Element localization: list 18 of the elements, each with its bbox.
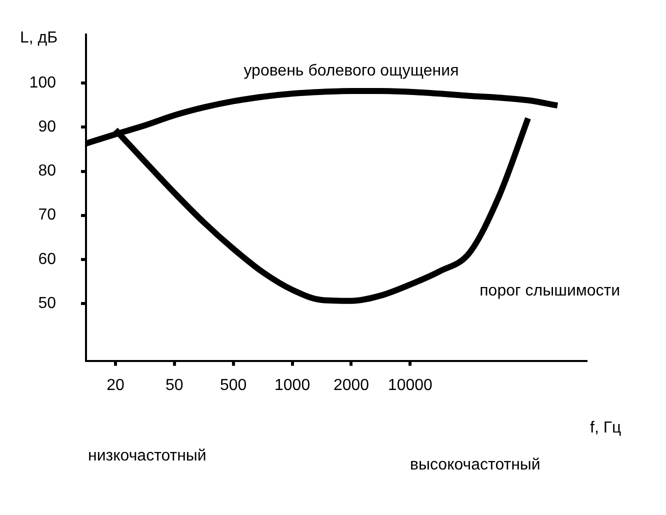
y-tick-label: 100 — [29, 74, 56, 92]
text: высокочастотный — [410, 456, 540, 474]
x-tick-label: 500 — [220, 376, 247, 394]
x-tick-label: 50 — [166, 376, 184, 394]
y-tick-label: 50 — [38, 294, 56, 312]
text: низкочастотный — [88, 447, 206, 464]
y-tick-label: 90 — [38, 118, 56, 136]
y-axis-title: L, дБ — [20, 29, 58, 46]
x-tick-label: 10000 — [388, 376, 433, 394]
series-label: порог слышимости — [480, 282, 620, 300]
x-tick-label: 2000 — [333, 376, 370, 394]
x-axis-title: f, Гц — [590, 419, 622, 436]
series-label: уровень болевого ощущения — [244, 62, 459, 80]
y-tick-label: 70 — [38, 206, 56, 224]
y-tick-label: 60 — [38, 250, 56, 268]
x-tick-label: 1000 — [274, 376, 310, 394]
x-tick-label: 20 — [106, 376, 124, 394]
y-tick-label: 80 — [38, 162, 56, 180]
